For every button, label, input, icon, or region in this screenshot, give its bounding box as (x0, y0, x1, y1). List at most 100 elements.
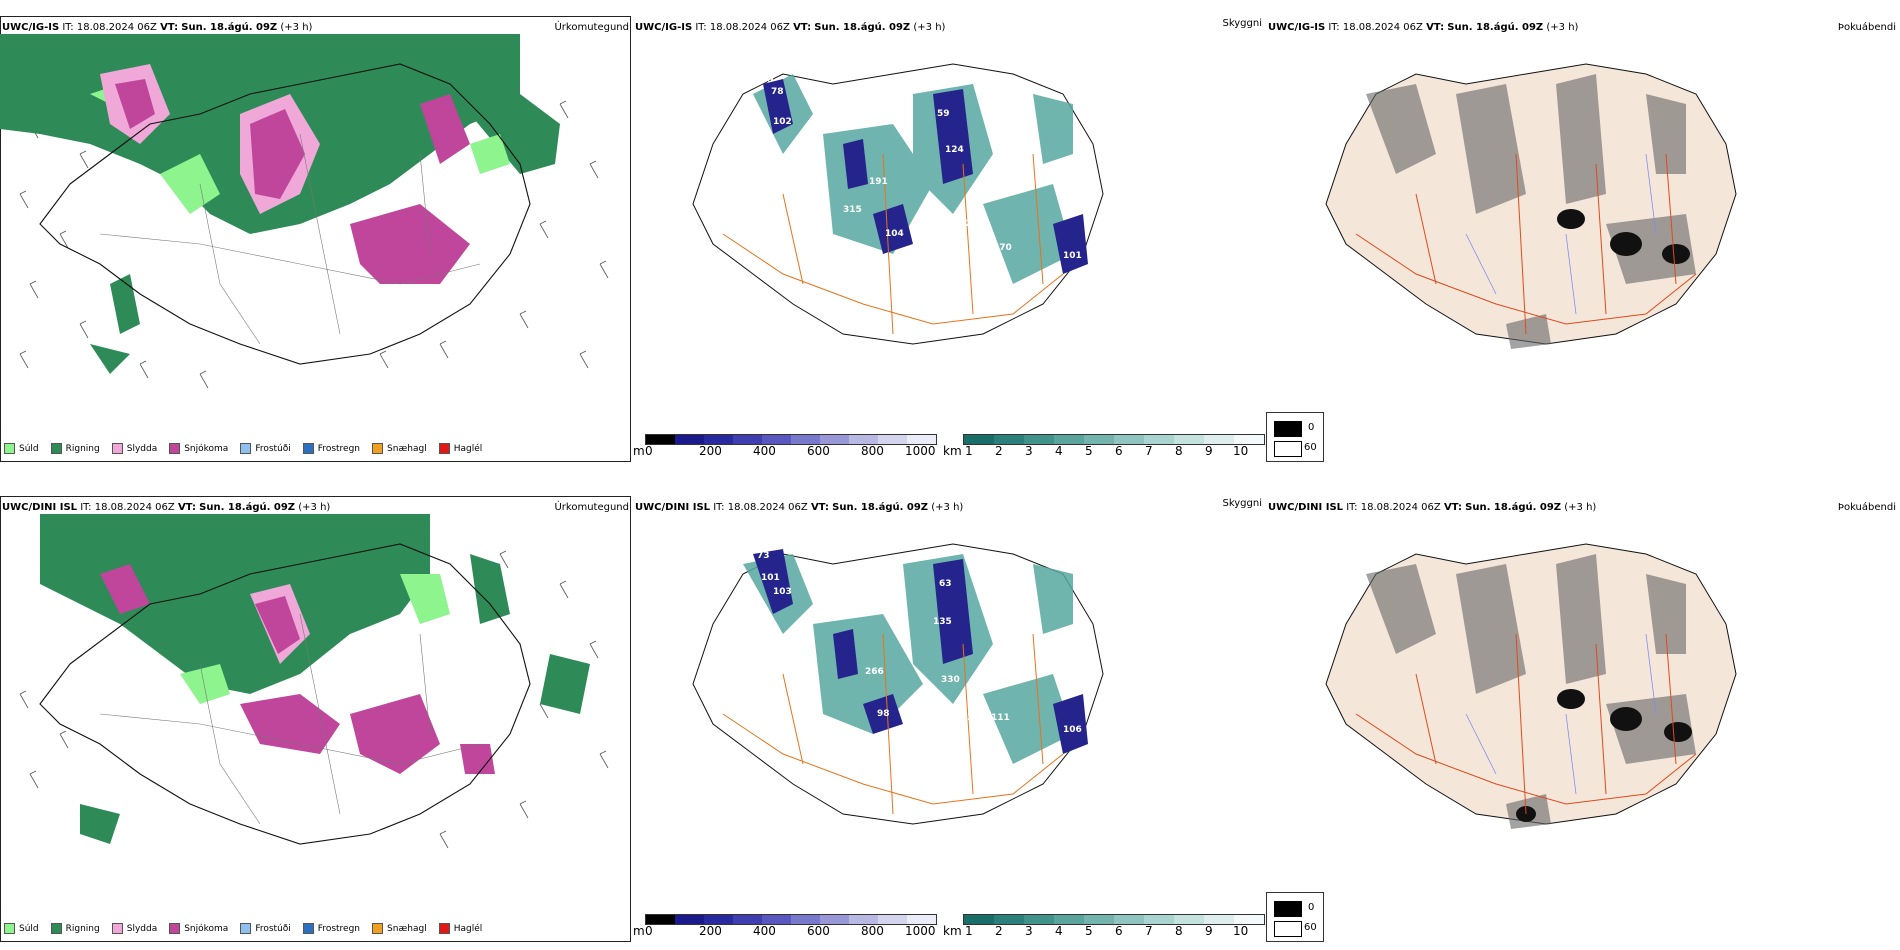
rivers (1465, 153, 1657, 315)
tick-label: 7 (1145, 444, 1153, 458)
fog-dense (1516, 689, 1692, 822)
ceiling-label: 330 (941, 675, 960, 685)
legend-item: Haglél (438, 443, 482, 454)
valid-time: Sun. 18.ágú. 09Z (832, 502, 929, 513)
fog-map (1325, 63, 1737, 349)
ceiling-labels: 69 78 102 103 59 124 191 315 182 104 170… (761, 75, 1082, 261)
snow-patch (460, 744, 495, 774)
init-time: 18.08.2024 06Z (709, 22, 790, 33)
legend-item: Haglél (438, 923, 482, 934)
model-name: UWC/IG-IS (2, 22, 60, 33)
snow-patch (255, 596, 300, 654)
panel-title: UWC/IG-IS IT: 18.08.2024 06Z VT: Sun. 18… (635, 22, 945, 33)
panel-name: Úrkomutegund (554, 22, 629, 33)
legend-label: Frostregn (317, 443, 361, 454)
it-label: IT: (80, 502, 92, 513)
legend-label: Frostúði (255, 443, 291, 454)
ceiling-label: 63 (939, 579, 952, 589)
init-time: 18.08.2024 06Z (94, 502, 175, 513)
panel-title: UWC/IG-IS IT: 18.08.2024 06Z VT: Sun. 18… (1268, 22, 1578, 33)
tick-label: 6 (1115, 444, 1123, 458)
tick-label: 9 (1205, 444, 1213, 458)
legend-swatch (111, 443, 123, 454)
it-label: IT: (1328, 22, 1340, 33)
ceiling-label: 58 (861, 603, 874, 613)
legend-label: Rigning (65, 923, 100, 934)
valid-time: Sun. 18.ágú. 09Z (1465, 502, 1562, 513)
legend-item: Snæhagl (372, 923, 427, 934)
lead-time: (+3 h) (1564, 502, 1597, 513)
tick-label: 400 (753, 924, 776, 938)
ceiling-label: 315 (843, 205, 862, 215)
valid-time: Sun. 18.ágú. 09Z (181, 22, 278, 33)
unit-label: km (943, 444, 962, 458)
panel-name: Þokuábendi (1837, 502, 1896, 513)
tick-label: 8 (1175, 444, 1183, 458)
tick-label: 5 (1085, 444, 1093, 458)
road-network (99, 133, 481, 345)
snow-patch (240, 694, 340, 754)
ceiling-label: 59 (937, 109, 950, 119)
model-name: UWC/IG-IS (1268, 22, 1326, 33)
legend-swatch (372, 923, 384, 934)
init-time: 18.08.2024 06Z (76, 22, 157, 33)
legend-item: Snjókoma (169, 923, 228, 934)
it-label: IT: (1346, 502, 1358, 513)
legend-item: Snæhagl (372, 443, 427, 454)
panel-title: UWC/DINI ISL IT: 18.08.2024 06Z VT: Sun.… (635, 502, 963, 513)
tick-label: 8 (1175, 924, 1183, 938)
vt-label: VT: (793, 22, 812, 33)
legend-swatch (438, 443, 450, 454)
legend-label: Slydda (126, 443, 158, 454)
unit-label: km (943, 924, 962, 938)
panel-title: UWC/DINI ISL IT: 18.08.2024 06Z VT: Sun.… (1268, 502, 1596, 513)
ceiling-label: 135 (933, 617, 952, 627)
fog-legend: 0 60 (1266, 412, 1324, 462)
ceiling-colorbar: m 0 200 400 600 800 1000 (633, 908, 937, 938)
legend-label: Frostregn (317, 923, 361, 934)
visibility-colorbar-swatches (963, 434, 1265, 445)
panel-frame (0, 496, 631, 942)
drizzle-patch (90, 84, 510, 214)
road-network (1355, 633, 1697, 815)
legend-swatch (111, 923, 123, 934)
ceiling-label: 191 (869, 177, 888, 187)
snow-patch (420, 94, 470, 164)
fog-shading (1366, 74, 1696, 349)
tick-label: 1000 (905, 444, 936, 458)
legend-swatch (240, 923, 252, 934)
lead-time: (+3 h) (280, 22, 313, 33)
visibility-map: 69 78 102 103 59 124 191 315 182 104 170… (692, 63, 1104, 345)
lead-time: (+3 h) (931, 502, 964, 513)
precip-map (0, 34, 609, 389)
tick-label: 1 (965, 444, 973, 458)
panel-frame (0, 16, 631, 462)
legend-label: Snjókoma (184, 923, 229, 934)
fog-legend-white (1274, 441, 1302, 457)
legend-item: Súld (4, 443, 39, 454)
vt-label: VT: (1426, 22, 1445, 33)
model-name: UWC/DINI ISL (2, 502, 78, 513)
panel-name: Úrkomutegund (554, 502, 629, 513)
tick-label: 600 (807, 924, 830, 938)
tick-label: 10 (1233, 924, 1249, 938)
coastline (39, 63, 531, 365)
legend-swatch (372, 443, 384, 454)
legend-label: Slydda (126, 923, 158, 934)
legend-label: Súld (19, 443, 39, 454)
tick-label: 9 (1205, 924, 1213, 938)
tick-label: 800 (861, 444, 884, 458)
tick-label: 200 (699, 924, 722, 938)
precip-legend: Súld Rigning Slydda Snjókoma Frostúði Fr… (4, 923, 483, 934)
fog-legend-white (1274, 921, 1302, 937)
vt-label: VT: (160, 22, 179, 33)
legend-item: Slydda (111, 443, 158, 454)
low-ceiling-areas (753, 549, 1088, 754)
precip-type-panel-dini: UWC/DINI ISL IT: 18.08.2024 06Z VT: Sun.… (0, 492, 633, 944)
ceiling-label: 103 (773, 587, 792, 597)
tick-label: 3 (1025, 444, 1033, 458)
tick-label: 1000 (905, 924, 936, 938)
ceiling-label: 98 (877, 709, 890, 719)
fog-legend-black (1274, 901, 1302, 917)
init-time: 18.08.2024 06Z (1342, 22, 1423, 33)
